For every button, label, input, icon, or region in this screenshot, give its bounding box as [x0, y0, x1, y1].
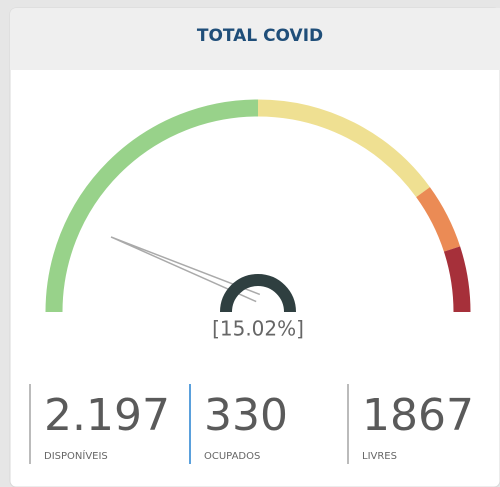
- stat-value: 330: [204, 390, 288, 441]
- gauge-band: [45, 99, 259, 313]
- stat-label: OCUPADOS: [204, 451, 260, 462]
- gauge-band: [443, 246, 471, 313]
- stat-value: 1867: [362, 390, 474, 441]
- gauge: [15.02%]: [45, 99, 471, 341]
- gauge-band: [257, 99, 430, 198]
- stat-label: DISPONÍVEIS: [44, 449, 108, 462]
- gauge-band: [416, 187, 461, 252]
- gauge-value-label: [15.02%]: [212, 317, 304, 341]
- stats: 2.197 DISPONÍVEIS 330 OCUPADOS 1867 LIVRES: [29, 384, 474, 464]
- chart-title: TOTAL COVID: [197, 26, 323, 46]
- gauge-hub: [220, 274, 296, 313]
- stat-label: LIVRES: [362, 451, 397, 462]
- needle: [110, 236, 261, 303]
- stat-value: 2.197: [44, 390, 170, 441]
- card-header: [10, 8, 500, 70]
